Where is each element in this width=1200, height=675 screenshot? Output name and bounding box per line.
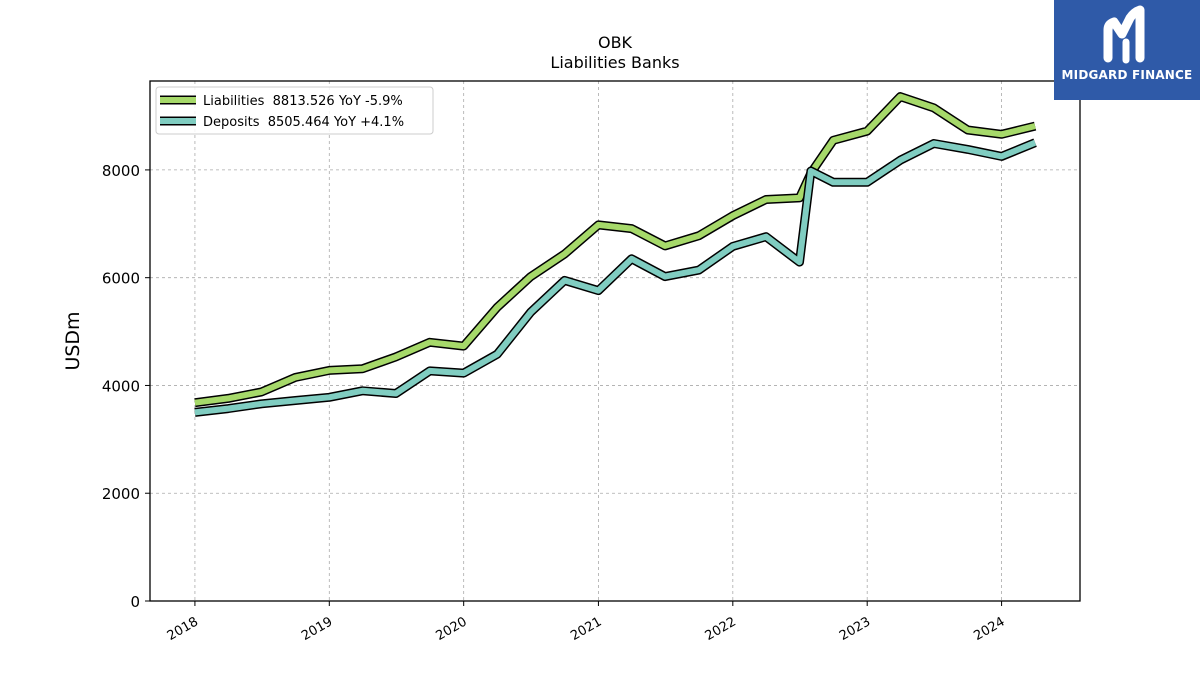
chart-subtitle: Liabilities Banks <box>550 53 679 72</box>
plot-frame <box>149 80 1081 602</box>
x-tick-label: 2022 <box>703 614 739 644</box>
x-tick-label: 2020 <box>434 614 470 644</box>
grid <box>150 81 1080 601</box>
y-axis: 0 2000 4000 6000 8000 <box>102 162 150 611</box>
y-tick-label: 0 <box>130 593 140 611</box>
x-tick-label: 2019 <box>299 614 335 644</box>
x-tick-label: 2018 <box>165 614 201 644</box>
x-tick-label: 2021 <box>568 614 604 644</box>
y-axis-label: USDm <box>62 311 84 370</box>
series-layer <box>194 92 1037 417</box>
x-tick-label: 2024 <box>971 614 1007 644</box>
brand-logo: MIDGARD FINANCE <box>1054 0 1200 100</box>
legend-label-deposits: Deposits 8505.464 YoY +4.1% <box>203 115 404 130</box>
y-tick-label: 6000 <box>102 270 140 288</box>
legend: Liabilities 8813.526 YoY -5.9% Deposits … <box>155 86 434 135</box>
chart-title: OBK <box>598 33 633 52</box>
series-line-deposits <box>194 139 1037 416</box>
series-outline-liabilities <box>194 92 1037 408</box>
m-monogram-icon <box>1103 5 1145 64</box>
legend-label-liabilities: Liabilities 8813.526 YoY -5.9% <box>203 94 403 109</box>
legend-box <box>155 86 434 135</box>
brand-name: MIDGARD FINANCE <box>1061 68 1193 82</box>
y-tick-label: 4000 <box>102 377 140 395</box>
y-tick-label: 8000 <box>102 162 140 180</box>
series-line-liabilities <box>194 93 1036 406</box>
y-tick-label: 2000 <box>102 485 140 503</box>
x-axis: 2018 2019 2020 2021 2022 2023 2024 <box>165 601 1008 644</box>
x-tick-label: 2023 <box>837 614 873 644</box>
